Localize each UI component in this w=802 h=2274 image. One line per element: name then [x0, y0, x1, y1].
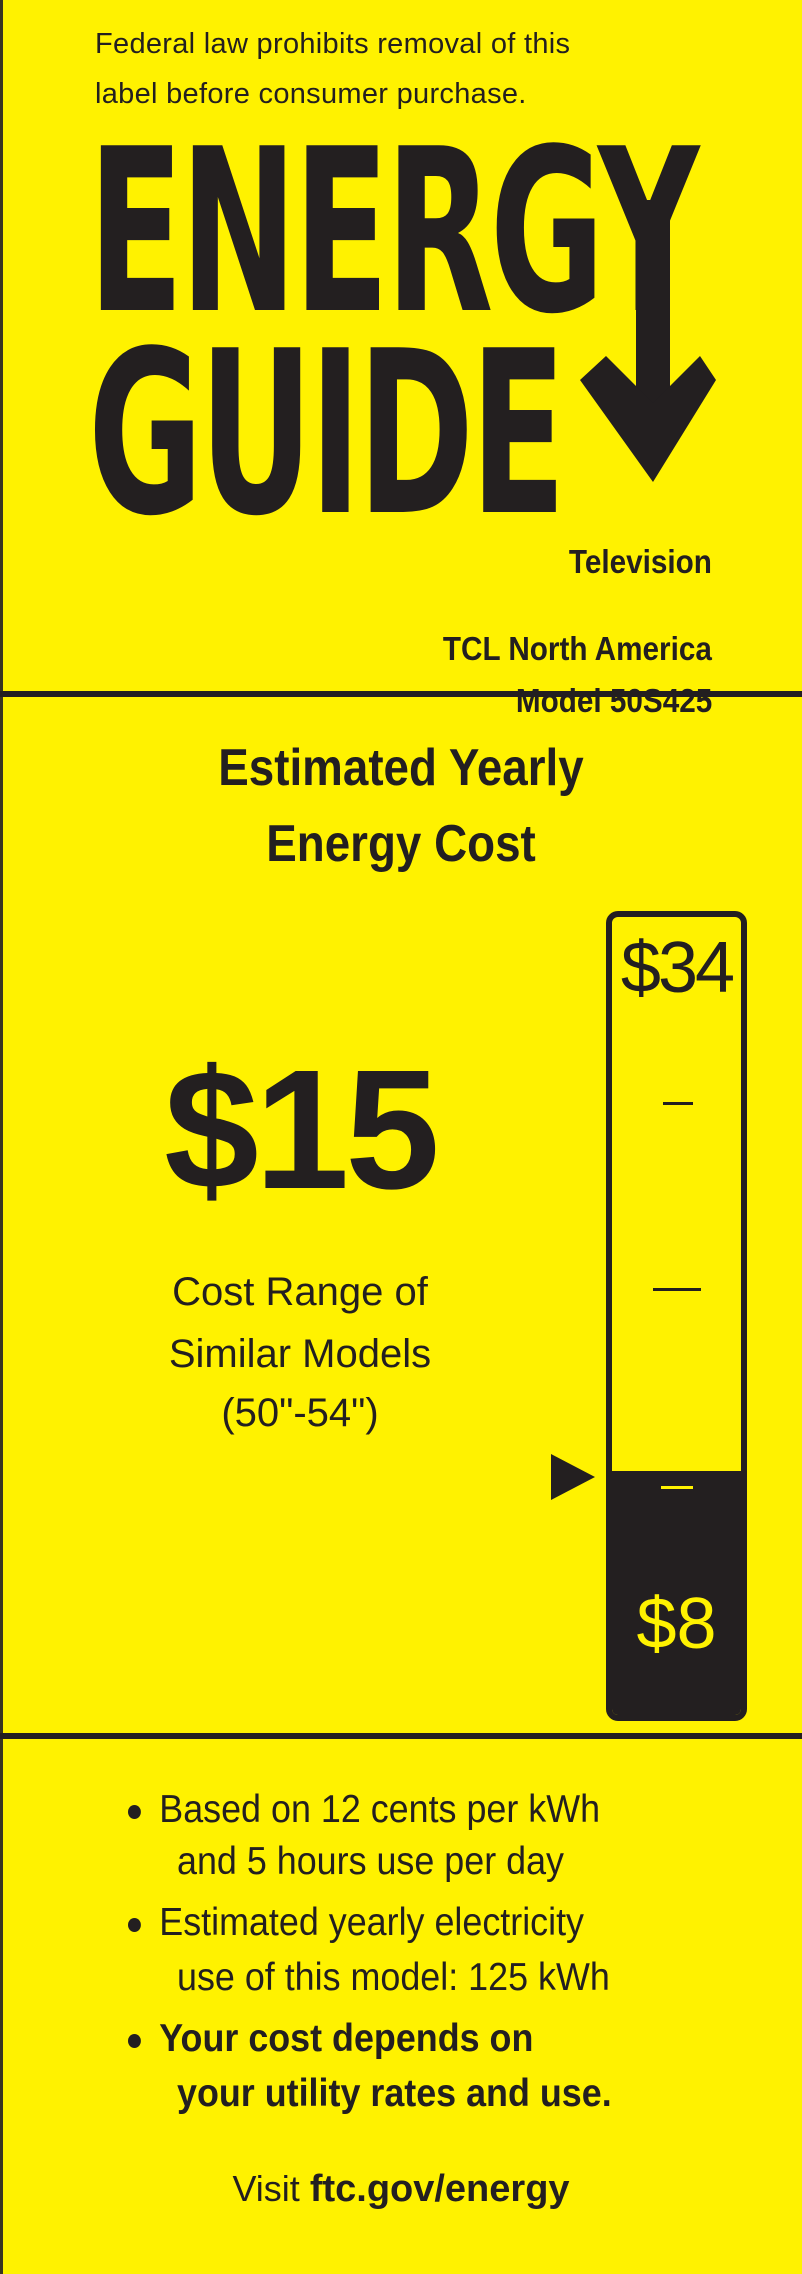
divider-bottom: [0, 1733, 802, 1739]
model-number: Model 50S425: [515, 682, 712, 719]
heading-line-2: Energy Cost: [266, 815, 536, 873]
scale-fill: [612, 1471, 741, 1715]
bullet-dot-icon: [128, 1917, 141, 1932]
heading-line-1: Estimated Yearly: [218, 739, 584, 797]
cost-marker-triangle-icon: [551, 1454, 595, 1501]
bullet-3-cont: your utility rates and use.: [177, 2072, 612, 2115]
logo-guide: GUIDE: [88, 303, 566, 566]
range-line-2: Similar Models: [168, 1332, 432, 1376]
bullet-1: Based on 12 cents per kWh: [128, 1790, 600, 1829]
scale-tick: [661, 1486, 693, 1489]
left-border: [0, 0, 3, 2274]
bullet-dot-icon: [128, 1804, 141, 1819]
bullet-dot-icon: [128, 2033, 141, 2048]
down-arrow-icon: [580, 200, 716, 482]
estimated-cost: $15: [164, 1035, 440, 1225]
range-line-3: (50"-54"): [221, 1391, 379, 1435]
divider-top: [0, 691, 802, 697]
product-type: Television: [568, 543, 712, 580]
scale-tick: [653, 1288, 701, 1291]
scale-tick: [663, 1102, 693, 1105]
ftc-link[interactable]: ftc.gov/energy: [309, 2168, 570, 2210]
bullet-2: Estimated yearly electricity: [128, 1903, 584, 1942]
bullet-1-cont: and 5 hours use per day: [177, 1840, 564, 1883]
bullet-2-cont: use of this model: 125 kWh: [177, 1956, 610, 1999]
manufacturer: TCL North America: [442, 630, 712, 667]
notice-line-1: Federal law prohibits removal of this: [95, 28, 571, 60]
range-line-1: Cost Range of: [172, 1270, 428, 1314]
footer-visit: Visit ftc.gov/energy: [232, 2168, 570, 2210]
logo-energy: ENERGY: [88, 101, 699, 364]
scale-min-label: $8: [636, 1584, 717, 1664]
bullet-3: Your cost depends on: [128, 2019, 533, 2058]
cost-range-scale: [606, 911, 747, 1721]
scale-max-label: $34: [620, 928, 735, 1008]
notice-line-2: label before consumer purchase.: [95, 78, 527, 110]
